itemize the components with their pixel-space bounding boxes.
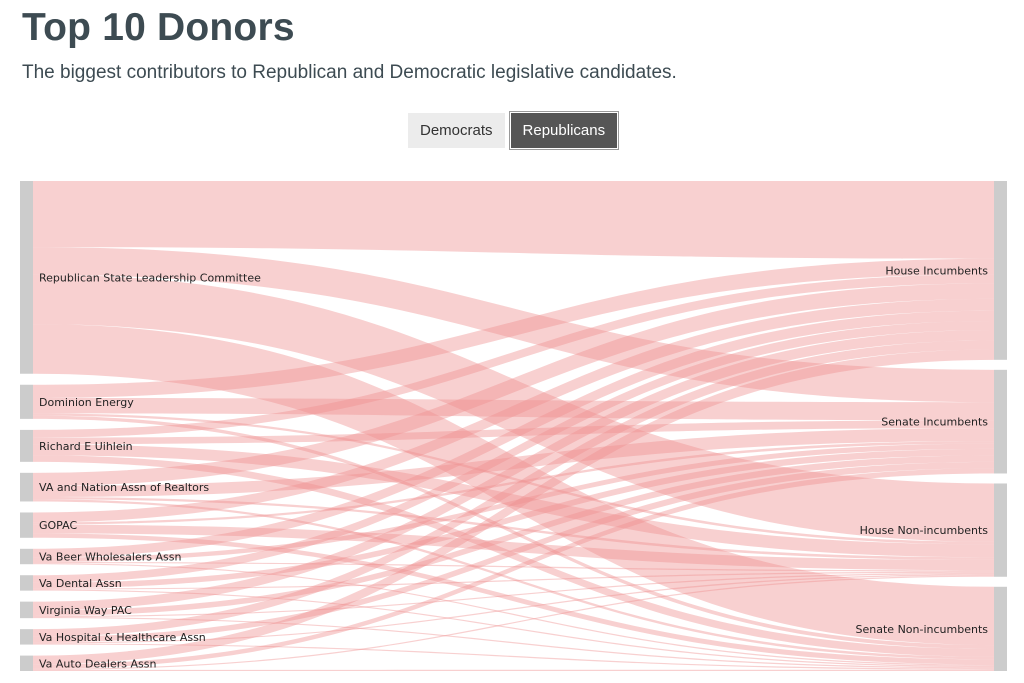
source-node-va-auto-dealers-assn[interactable] — [20, 655, 33, 671]
link-va-auto-dealers-assn-to-senate-non-incumbents[interactable] — [33, 669, 994, 671]
link-dominion-energy-to-senate-non-incumbents[interactable] — [33, 415, 994, 649]
link-va-beer-wholesalers-assn-to-senate-non-incumbents[interactable] — [33, 563, 994, 666]
link-va-dental-assn-to-senate-non-incumbents[interactable] — [33, 589, 994, 668]
source-label-va-dental-assn: Va Dental Assn — [39, 577, 122, 590]
link-va-dental-assn-to-house-incumbents[interactable] — [33, 320, 994, 583]
link-gopac-to-senate-incumbents[interactable] — [33, 441, 994, 525]
link-va-dental-assn-to-senate-incumbents[interactable] — [33, 448, 994, 589]
link-va-auto-dealers-assn-to-senate-incumbents[interactable] — [33, 468, 994, 669]
source-node-va-beer-wholesalers-assn[interactable] — [20, 548, 33, 565]
labels-layer: Republican State Leadership Committee Dom… — [39, 264, 988, 670]
source-label-va-hospital-and-healthcare-assn: Va Hospital & Healthcare Assn — [39, 631, 206, 644]
link-va-and-nation-assn-of-realtors-to-house-non-incumbents[interactable] — [33, 497, 994, 560]
source-node-richard-e-uihlein[interactable] — [20, 429, 33, 462]
democrats-button[interactable]: Democrats — [408, 113, 505, 148]
target-node-house-incumbents[interactable] — [994, 181, 1007, 360]
source-label-va-and-nation-assn-of-realtors: VA and Nation Assn of Realtors — [39, 481, 209, 494]
link-va-hospital-and-healthcare-assn-to-house-non-incumbents[interactable] — [33, 574, 994, 644]
source-label-richard-e-uihlein: Richard E Uihlein — [39, 440, 133, 453]
source-label-dominion-energy: Dominion Energy — [39, 396, 134, 409]
link-richard-e-uihlein-to-house-incumbents[interactable] — [33, 274, 994, 438]
page-title: Top 10 Donors — [22, 6, 295, 49]
link-republican-state-leadership-committee-to-house-non-incumbents[interactable] — [33, 274, 994, 542]
source-label-va-auto-dealers-assn: Va Auto Dealers Assn — [39, 657, 156, 670]
source-label-virginia-way-pac: Virginia Way PAC — [39, 604, 132, 617]
link-gopac-to-senate-non-incumbents[interactable] — [33, 533, 994, 665]
target-label-senate-non-incumbents: Senate Non-incumbents — [856, 623, 989, 636]
sankey-chart: Republican State Leadership Committee Dom… — [20, 181, 1007, 671]
link-richard-e-uihlein-to-senate-non-incumbents[interactable] — [33, 455, 994, 657]
target-label-house-incumbents: House Incumbents — [885, 264, 988, 277]
link-republican-state-leadership-committee-to-senate-non-incumbents[interactable] — [33, 324, 994, 646]
target-label-house-non-incumbents: House Non-incumbents — [860, 524, 989, 537]
link-va-hospital-and-healthcare-assn-to-senate-non-incumbents[interactable] — [33, 643, 994, 670]
republicans-button[interactable]: Republicans — [510, 113, 618, 148]
link-va-and-nation-assn-of-realtors-to-senate-non-incumbents[interactable] — [33, 499, 994, 660]
source-node-va-and-nation-assn-of-realtors[interactable] — [20, 472, 33, 502]
party-toggle: Democrats Republicans — [408, 113, 618, 148]
link-republican-state-leadership-committee-to-senate-incumbents[interactable] — [33, 247, 994, 403]
source-node-va-hospital-and-healthcare-assn[interactable] — [20, 629, 33, 645]
source-node-gopac[interactable] — [20, 512, 33, 538]
link-virginia-way-pac-to-house-incumbents[interactable] — [33, 330, 994, 611]
link-va-and-nation-assn-of-realtors-to-house-incumbents[interactable] — [33, 283, 994, 487]
link-republican-state-leadership-committee-to-house-incumbents[interactable] — [33, 181, 994, 259]
link-va-auto-dealers-assn-to-house-non-incumbents[interactable] — [33, 575, 994, 670]
target-node-senate-non-incumbents[interactable] — [994, 586, 1007, 671]
link-dominion-energy-to-house-non-incumbents[interactable] — [33, 413, 994, 545]
source-node-virginia-way-pac[interactable] — [20, 601, 33, 619]
link-va-beer-wholesalers-assn-to-house-non-incumbents[interactable] — [33, 562, 994, 572]
link-va-beer-wholesalers-assn-to-senate-incumbents[interactable] — [33, 443, 994, 563]
link-va-auto-dealers-assn-to-house-incumbents[interactable] — [33, 349, 994, 665]
page-subtitle: The biggest contributors to Republican a… — [22, 62, 677, 83]
source-label-va-beer-wholesalers-assn: Va Beer Wholesalers Assn — [39, 551, 181, 564]
link-va-and-nation-assn-of-realtors-to-senate-incumbents[interactable] — [33, 428, 994, 498]
link-dominion-energy-to-house-incumbents[interactable] — [33, 258, 994, 398]
source-node-republican-state-leadership-committee[interactable] — [20, 181, 33, 374]
link-va-dental-assn-to-house-non-incumbents[interactable] — [33, 571, 994, 590]
nodes-layer — [20, 181, 1007, 671]
link-richard-e-uihlein-to-house-non-incumbents[interactable] — [33, 444, 994, 558]
target-node-senate-incumbents[interactable] — [994, 369, 1007, 474]
link-gopac-to-house-non-incumbents[interactable] — [33, 524, 994, 571]
link-virginia-way-pac-to-senate-incumbents[interactable] — [33, 455, 994, 616]
source-node-va-dental-assn[interactable] — [20, 575, 33, 591]
links-layer — [33, 181, 994, 671]
link-va-hospital-and-healthcare-assn-to-house-incumbents[interactable] — [33, 340, 994, 637]
target-label-senate-incumbents: Senate Incumbents — [881, 416, 988, 429]
source-label-gopac: GOPAC — [39, 519, 77, 532]
link-richard-e-uihlein-to-senate-incumbents[interactable] — [33, 420, 994, 445]
target-node-house-non-incumbents[interactable] — [994, 483, 1007, 577]
link-gopac-to-house-incumbents[interactable] — [33, 298, 994, 523]
link-virginia-way-pac-to-house-non-incumbents[interactable] — [33, 572, 994, 618]
link-va-hospital-and-healthcare-assn-to-senate-incumbents[interactable] — [33, 461, 994, 643]
link-virginia-way-pac-to-senate-non-incumbents[interactable] — [33, 617, 994, 669]
link-va-beer-wholesalers-assn-to-house-incumbents[interactable] — [33, 310, 994, 558]
source-node-dominion-energy[interactable] — [20, 384, 33, 419]
source-label-republican-state-leadership-committee: Republican State Leadership Committee — [39, 271, 261, 284]
link-dominion-energy-to-senate-incumbents[interactable] — [33, 397, 994, 421]
